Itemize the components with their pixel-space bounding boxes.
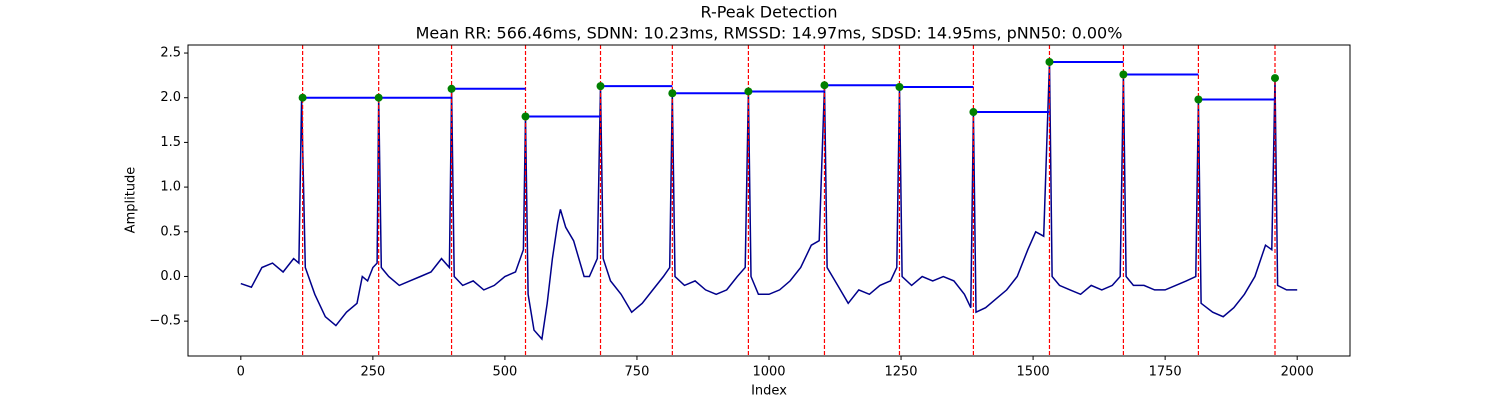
peak-point: [1270, 74, 1279, 83]
x-tick-label: 2000: [1281, 365, 1314, 380]
y-tick-label: 1.5: [160, 135, 181, 150]
x-tick-label: 0: [237, 365, 245, 380]
peak-point: [969, 108, 978, 117]
signal-line: [240, 61, 1298, 341]
y-tick-label: 0.0: [160, 269, 181, 284]
x-axis-label: Index: [751, 384, 787, 399]
plot-frame: [187, 44, 1351, 357]
peak-point: [447, 84, 456, 93]
peak-point: [1194, 95, 1203, 104]
x-tick-label: 1750: [1149, 365, 1182, 380]
peak-point: [1045, 57, 1054, 66]
y-tick-label: 0.5: [160, 224, 181, 239]
peak-point: [1119, 70, 1128, 79]
peak-point: [744, 87, 753, 96]
chart-subtitle: Mean RR: 566.46ms, SDNN: 10.23ms, RMSSD:…: [416, 24, 1123, 43]
x-tick-label: 1000: [752, 365, 785, 380]
peak-point: [820, 81, 829, 90]
y-axis-label: Amplitude: [124, 167, 139, 234]
peak-point: [374, 93, 383, 102]
peak-point: [895, 83, 904, 92]
chart-title: R-Peak Detection: [700, 3, 837, 22]
x-tick-label: 500: [492, 365, 517, 380]
x-tick-label: 1500: [1017, 365, 1050, 380]
y-tick-label: 2.5: [160, 46, 181, 61]
peak-point: [668, 89, 677, 98]
y-tick-label: 1.0: [160, 180, 181, 195]
x-tick-label: 250: [360, 365, 385, 380]
y-tick-label: 2.0: [160, 90, 181, 105]
peak-point: [596, 82, 605, 91]
peak-point: [298, 93, 307, 102]
y-tick-label: −0.5: [149, 314, 181, 329]
x-tick-label: 1250: [884, 365, 917, 380]
peak-point: [521, 112, 530, 121]
x-tick-label: 750: [625, 365, 650, 380]
